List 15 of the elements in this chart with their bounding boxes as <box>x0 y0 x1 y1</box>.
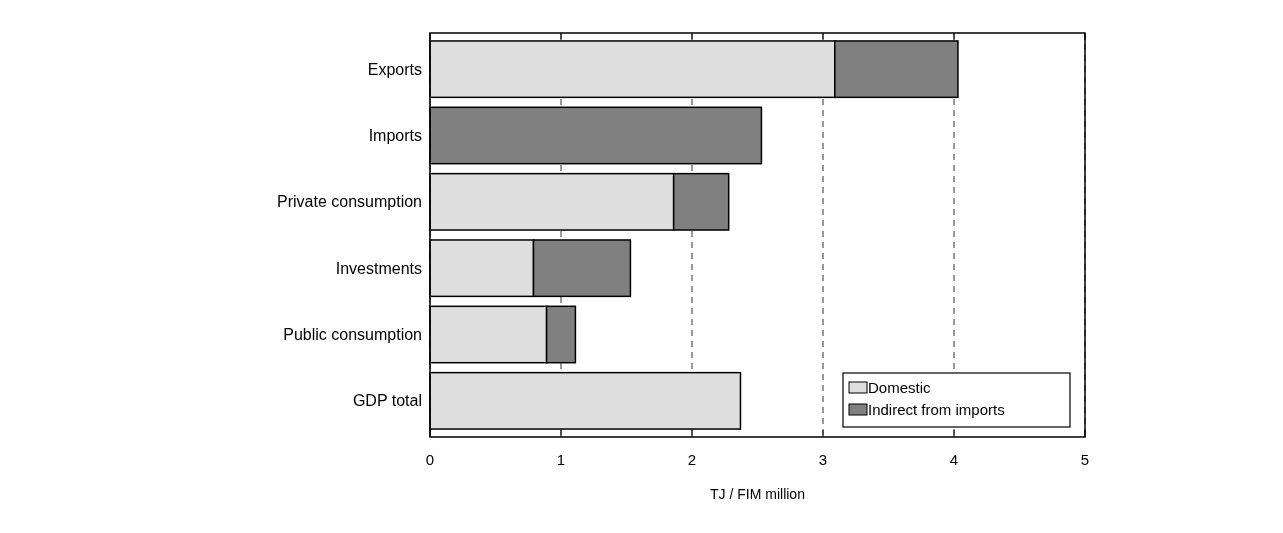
legend-label: Domestic <box>868 379 932 397</box>
y-tick-label: Investments <box>335 259 422 277</box>
y-tick-label: Public consumption <box>283 326 422 344</box>
x-tick-label: 0 <box>425 451 435 468</box>
y-tick-label: GDP total <box>352 392 422 410</box>
x-axis-title: TJ / FIM million <box>710 486 805 502</box>
x-tick-label: 3 <box>818 451 828 468</box>
y-tick-label: Exports <box>367 60 422 78</box>
x-tick-label: 4 <box>949 451 959 468</box>
legend-label: Indirect from imports <box>868 401 1005 419</box>
x-tick-label: 2 <box>687 451 697 468</box>
y-tick-label: Imports <box>368 127 422 145</box>
y-tick-label: Private consumption <box>277 193 422 211</box>
x-tick-label: 1 <box>556 451 566 468</box>
x-tick-label: 5 <box>1080 451 1090 468</box>
